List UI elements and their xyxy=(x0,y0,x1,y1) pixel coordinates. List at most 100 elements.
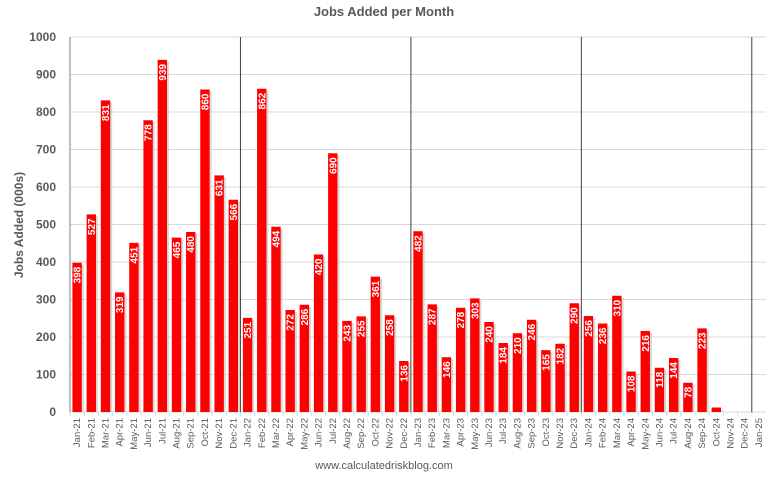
x-tick-label: Oct-22 xyxy=(370,418,381,447)
y-tick-label: 1000 xyxy=(29,30,56,44)
bar xyxy=(711,407,721,412)
bar-value-label: 860 xyxy=(200,93,211,110)
x-tick-label: Jul-23 xyxy=(498,418,509,444)
bar xyxy=(100,100,111,412)
bar xyxy=(455,307,466,412)
y-tick-label: 400 xyxy=(36,255,56,269)
bar xyxy=(313,254,324,412)
x-tick-label: Aug-23 xyxy=(512,418,523,449)
bar-value-label: 108 xyxy=(627,375,638,392)
x-tick-label: Jun-21 xyxy=(143,418,154,447)
x-tick-label: Dec-22 xyxy=(399,418,410,449)
bar-value-label: 287 xyxy=(428,308,439,325)
bar xyxy=(271,226,281,412)
x-tick-label: Nov-24 xyxy=(725,418,736,449)
x-tick-label: Jan-22 xyxy=(243,418,254,447)
y-tick-label: 500 xyxy=(36,218,56,232)
x-tick-label: Dec-21 xyxy=(228,418,239,449)
x-tick-label: Feb-22 xyxy=(257,418,268,448)
x-tick-label: May-22 xyxy=(299,418,310,450)
bar xyxy=(626,371,636,412)
bar-value-label: 272 xyxy=(286,314,297,331)
bar xyxy=(228,199,239,412)
bar xyxy=(157,59,168,412)
bar xyxy=(683,382,693,412)
bar-value-label: 223 xyxy=(698,332,709,349)
bar-value-label: 361 xyxy=(371,280,382,297)
bar-value-label: 136 xyxy=(399,365,410,382)
bar xyxy=(441,357,452,412)
x-tick-label: Dec-23 xyxy=(569,418,580,449)
bar xyxy=(257,88,267,412)
bar-value-label: 398 xyxy=(73,266,84,283)
source-footer: www.calculatedriskblog.com xyxy=(315,460,453,472)
bar xyxy=(413,231,423,412)
x-tick-label: Jun-22 xyxy=(314,418,325,447)
bar xyxy=(72,262,82,412)
bar-value-label: 527 xyxy=(87,218,98,235)
bar xyxy=(143,120,153,412)
x-tick-label: Dec-24 xyxy=(740,418,751,449)
bar xyxy=(569,303,579,412)
bar-value-label: 465 xyxy=(172,241,183,258)
bar-value-label: 165 xyxy=(541,354,552,371)
bar-value-label: 319 xyxy=(115,296,126,313)
x-tick-label: Feb-24 xyxy=(598,418,609,448)
x-tick-label: Mar-22 xyxy=(271,418,282,448)
bar xyxy=(668,358,679,412)
bar-value-label: 251 xyxy=(243,321,254,338)
chart-title: Jobs Added per Month xyxy=(313,4,455,19)
x-tick-label: Nov-21 xyxy=(214,418,225,449)
bar-value-label: 255 xyxy=(357,320,368,337)
x-tick-label: Sep-24 xyxy=(697,418,708,449)
bar xyxy=(342,320,352,412)
x-tick-label: Jun-23 xyxy=(484,418,495,447)
bar xyxy=(399,361,409,412)
bar xyxy=(171,237,182,412)
bar xyxy=(498,343,508,412)
x-tick-label: Sep-23 xyxy=(527,418,538,449)
x-tick-label: Apr-23 xyxy=(456,418,467,447)
bar xyxy=(697,328,707,412)
bar-value-label: 278 xyxy=(456,311,467,328)
bar-value-label: 778 xyxy=(144,124,155,141)
bar-value-label: 631 xyxy=(215,179,226,196)
y-tick-label: 200 xyxy=(36,330,56,344)
x-tick-label: Nov-23 xyxy=(555,418,566,449)
bar-value-label: 216 xyxy=(641,335,652,352)
x-tick-label: Jun-24 xyxy=(654,418,665,447)
bar xyxy=(186,232,196,412)
bar xyxy=(285,310,295,412)
bar xyxy=(129,242,139,412)
bar-value-label: 939 xyxy=(158,63,169,80)
bar xyxy=(328,153,338,412)
bar xyxy=(470,298,480,412)
x-tick-label: May-21 xyxy=(129,418,140,450)
x-tick-label: Jan-25 xyxy=(754,418,765,447)
y-tick-label: 700 xyxy=(36,143,56,157)
bar-value-label: 831 xyxy=(101,104,112,121)
bar-value-label: 118 xyxy=(655,371,666,388)
x-tick-label: Feb-23 xyxy=(427,418,438,448)
bar-value-label: 451 xyxy=(129,246,140,263)
x-tick-label: May-24 xyxy=(640,418,651,450)
bar-value-label: 246 xyxy=(527,323,538,340)
bar-value-label: 256 xyxy=(584,320,595,337)
bar-value-label: 290 xyxy=(570,307,581,324)
x-tick-label: Mar-21 xyxy=(101,418,112,448)
bar xyxy=(370,276,381,412)
bar xyxy=(115,292,125,412)
y-tick-label: 900 xyxy=(36,68,56,82)
bar-value-label: 184 xyxy=(499,347,510,364)
bar xyxy=(583,316,594,412)
y-tick-label: 600 xyxy=(36,180,56,194)
y-tick-label: 300 xyxy=(36,293,56,307)
x-tick-label: Apr-21 xyxy=(115,418,126,447)
bar xyxy=(86,214,96,412)
x-tick-label: Jul-24 xyxy=(669,418,680,444)
x-tick-label: Jan-24 xyxy=(583,418,594,447)
y-tick-label: 100 xyxy=(36,368,56,382)
bar-value-label: 420 xyxy=(314,258,325,275)
bar-value-label: 236 xyxy=(598,327,609,344)
